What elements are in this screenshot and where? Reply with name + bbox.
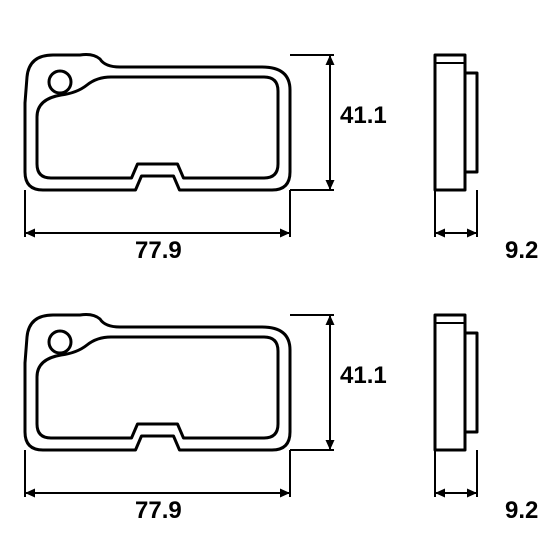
diagram-svg: 41.1 77.9 9.2 41.1 77.9 9.2 bbox=[0, 0, 560, 542]
dim-width-top: 77.9 bbox=[135, 237, 182, 264]
dim-width-bottom: 77.9 bbox=[135, 497, 182, 524]
dim-height-top: 41.1 bbox=[340, 102, 387, 129]
dim-thick-top: 9.2 bbox=[505, 237, 538, 264]
dim-thick-bottom: 9.2 bbox=[505, 497, 538, 524]
dim-height-bottom: 41.1 bbox=[340, 362, 387, 389]
brake-pad-diagram: 41.1 77.9 9.2 41.1 77.9 9.2 bbox=[0, 0, 560, 542]
